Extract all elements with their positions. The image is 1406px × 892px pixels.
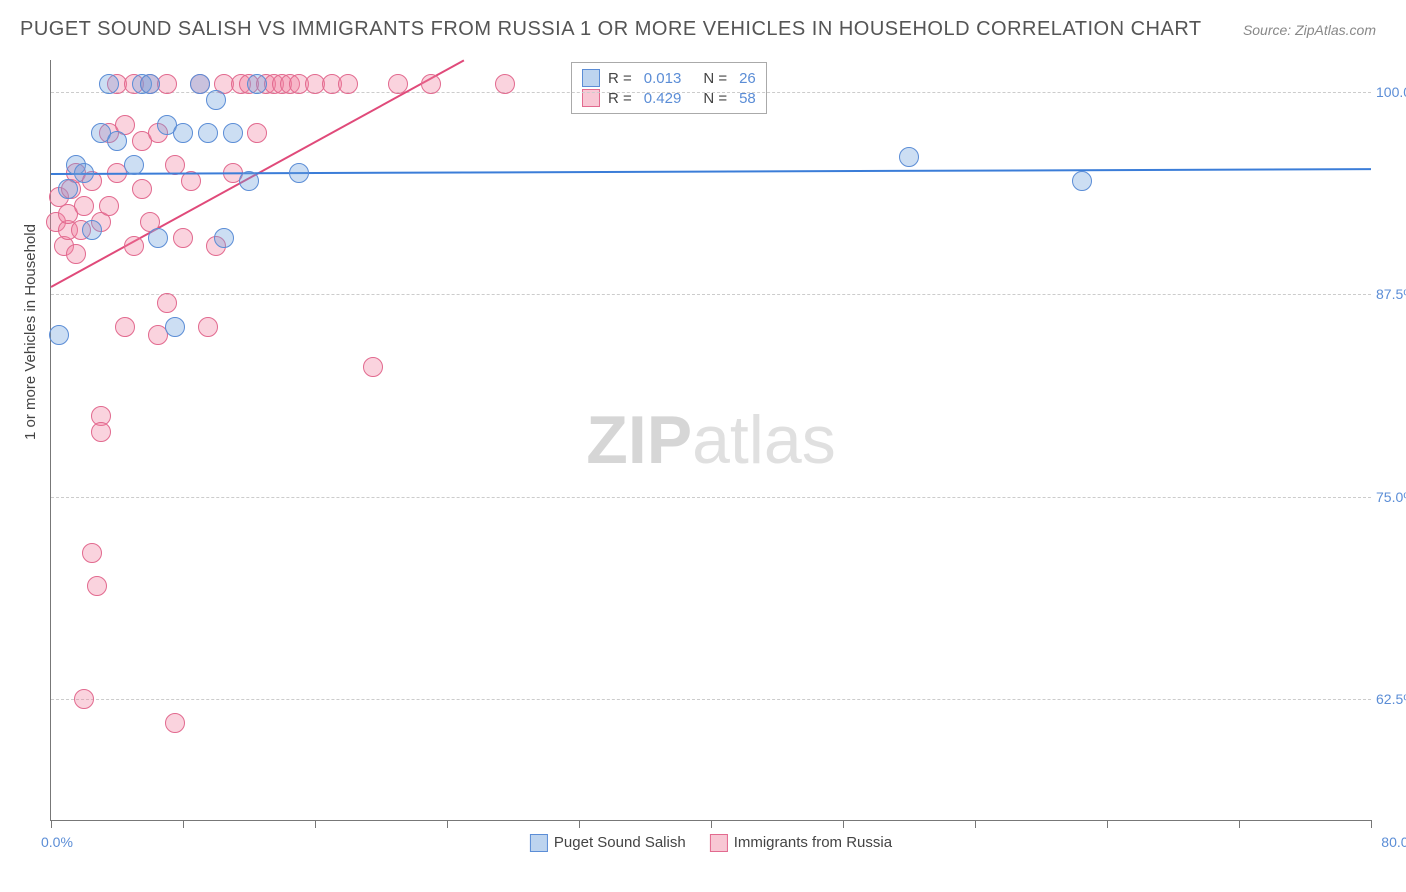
x-tick bbox=[711, 820, 712, 828]
source-label: Source: ZipAtlas.com bbox=[1243, 22, 1376, 38]
legend-swatch bbox=[710, 834, 728, 852]
blue-point bbox=[99, 74, 119, 94]
pink-point bbox=[132, 179, 152, 199]
x-tick bbox=[51, 820, 52, 828]
blue-point bbox=[74, 163, 94, 183]
blue-point bbox=[214, 228, 234, 248]
legend-n-label: N = bbox=[703, 70, 727, 87]
legend-item-blue: Puget Sound Salish bbox=[530, 834, 686, 852]
correlation-legend: R =0.013N =26R =0.429N =58 bbox=[571, 62, 767, 114]
x-tick bbox=[975, 820, 976, 828]
pink-point bbox=[198, 317, 218, 337]
pink-point bbox=[99, 196, 119, 216]
blue-point bbox=[58, 179, 78, 199]
legend-swatch bbox=[582, 69, 600, 87]
blue-point bbox=[190, 74, 210, 94]
pink-point bbox=[82, 543, 102, 563]
legend-r-label: R = bbox=[608, 70, 632, 87]
blue-point bbox=[165, 317, 185, 337]
pink-point bbox=[388, 74, 408, 94]
y-axis-label: 1 or more Vehicles in Household bbox=[22, 224, 39, 440]
blue-point bbox=[206, 90, 226, 110]
blue-point bbox=[239, 171, 259, 191]
x-tick bbox=[843, 820, 844, 828]
y-tick-label: 75.0% bbox=[1376, 489, 1406, 505]
x-tick bbox=[1239, 820, 1240, 828]
y-tick-label: 62.5% bbox=[1376, 691, 1406, 707]
blue-point bbox=[49, 325, 69, 345]
x-tick bbox=[1371, 820, 1372, 828]
gridline bbox=[51, 699, 1371, 700]
pink-point bbox=[91, 422, 111, 442]
pink-point bbox=[363, 357, 383, 377]
x-tick bbox=[183, 820, 184, 828]
chart-title: PUGET SOUND SALISH VS IMMIGRANTS FROM RU… bbox=[20, 18, 1202, 41]
gridline bbox=[51, 294, 1371, 295]
legend-row-blue: R = 0.013 N = 26 bbox=[582, 69, 756, 87]
pink-point bbox=[74, 689, 94, 709]
x-max-label: 80.0% bbox=[1381, 834, 1406, 850]
legend-swatch bbox=[530, 834, 548, 852]
legend-item-pink: Immigrants from Russia bbox=[710, 834, 892, 852]
blue-point bbox=[1072, 171, 1092, 191]
blue-point bbox=[223, 123, 243, 143]
legend-label: Puget Sound Salish bbox=[554, 834, 686, 851]
pink-point bbox=[421, 74, 441, 94]
blue-point bbox=[198, 123, 218, 143]
x-tick bbox=[447, 820, 448, 828]
x-min-label: 0.0% bbox=[41, 834, 73, 850]
blue-point bbox=[148, 228, 168, 248]
plot-area: ZIPatlas R =0.013N =26R =0.429N =58 Puge… bbox=[50, 60, 1371, 821]
blue-point bbox=[899, 147, 919, 167]
legend-label: Immigrants from Russia bbox=[734, 834, 892, 851]
x-tick bbox=[1107, 820, 1108, 828]
watermark: ZIPatlas bbox=[586, 401, 835, 479]
legend-r-value: 0.013 bbox=[644, 70, 682, 87]
gridline bbox=[51, 497, 1371, 498]
blue-point bbox=[289, 163, 309, 183]
x-tick bbox=[579, 820, 580, 828]
pink-point bbox=[165, 713, 185, 733]
pink-point bbox=[338, 74, 358, 94]
pink-point bbox=[173, 228, 193, 248]
series-legend: Puget Sound Salish Immigrants from Russia bbox=[530, 834, 892, 852]
blue-point bbox=[82, 220, 102, 240]
pink-point bbox=[74, 196, 94, 216]
pink-point bbox=[124, 236, 144, 256]
pink-point bbox=[247, 123, 267, 143]
blue-point bbox=[107, 131, 127, 151]
pink-point bbox=[115, 317, 135, 337]
pink-point bbox=[66, 244, 86, 264]
y-tick-label: 87.5% bbox=[1376, 286, 1406, 302]
blue-point bbox=[173, 123, 193, 143]
pink-point bbox=[87, 576, 107, 596]
blue-point bbox=[124, 155, 144, 175]
legend-n-value: 26 bbox=[739, 70, 756, 87]
x-tick bbox=[315, 820, 316, 828]
pink-point bbox=[495, 74, 515, 94]
pink-point bbox=[157, 293, 177, 313]
blue-point bbox=[247, 74, 267, 94]
blue-point bbox=[140, 74, 160, 94]
y-tick-label: 100.0% bbox=[1376, 84, 1406, 100]
